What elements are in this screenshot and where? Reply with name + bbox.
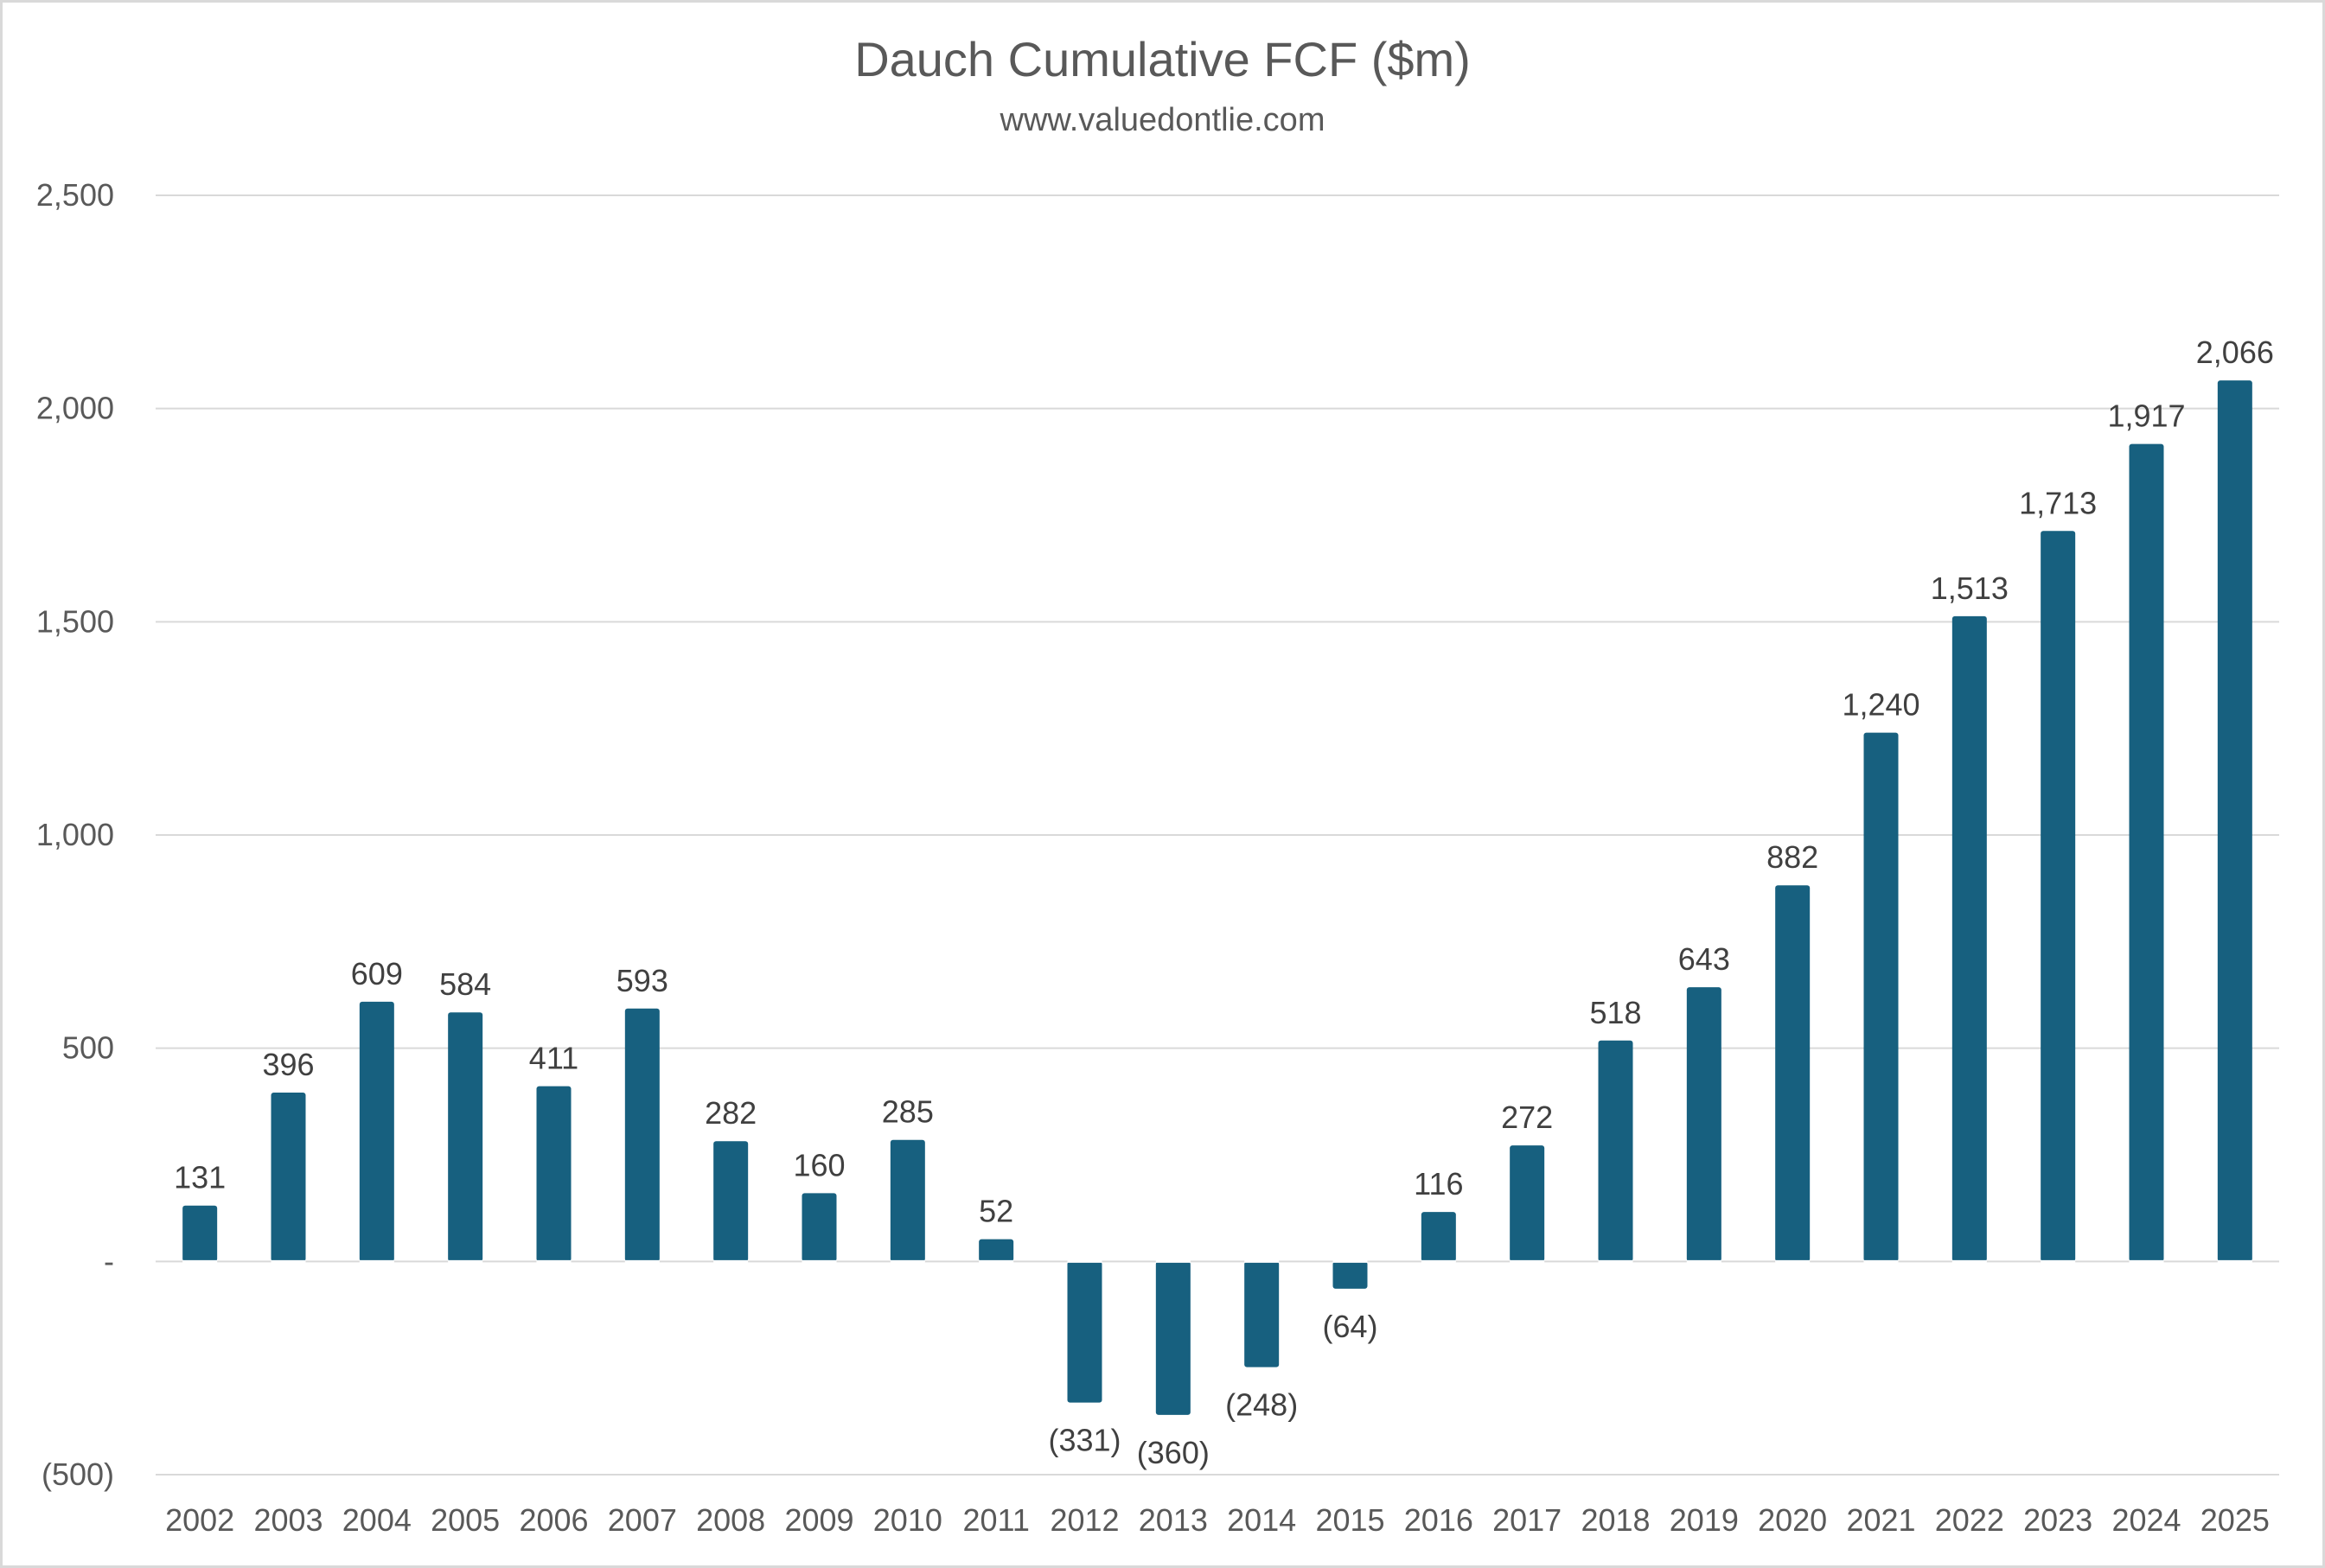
x-tick-label: 2006 bbox=[519, 1502, 588, 1538]
x-tick-label: 2016 bbox=[1404, 1502, 1473, 1538]
x-tick-label: 2023 bbox=[2023, 1502, 2092, 1538]
data-label: 584 bbox=[439, 966, 491, 1002]
bar bbox=[2041, 531, 2076, 1262]
x-tick-label: 2009 bbox=[784, 1502, 853, 1538]
bar bbox=[2217, 380, 2252, 1262]
bar bbox=[1067, 1261, 1102, 1403]
bar bbox=[182, 1205, 218, 1262]
data-label: 52 bbox=[979, 1194, 1013, 1229]
bar bbox=[890, 1139, 925, 1262]
chart-subtitle: www.valuedontlie.com bbox=[1000, 102, 1325, 138]
x-tick-label: 2020 bbox=[1758, 1502, 1827, 1538]
x-tick-label: 2018 bbox=[1581, 1502, 1650, 1538]
bar bbox=[359, 1001, 394, 1262]
x-tick-label: 2012 bbox=[1050, 1502, 1119, 1538]
x-tick-label: 2008 bbox=[696, 1502, 765, 1538]
data-label: (331) bbox=[1048, 1423, 1121, 1458]
x-tick-label: 2004 bbox=[342, 1502, 412, 1538]
x-tick-label: 2002 bbox=[165, 1502, 234, 1538]
data-label: (248) bbox=[1225, 1387, 1298, 1423]
bar bbox=[1951, 615, 1987, 1262]
bar-series bbox=[182, 380, 2252, 1415]
x-tick-label: 2025 bbox=[2200, 1502, 2270, 1538]
data-label: 116 bbox=[1414, 1166, 1463, 1201]
bar bbox=[1863, 732, 1899, 1262]
bar bbox=[2129, 443, 2164, 1262]
x-tick-label: 2005 bbox=[431, 1502, 500, 1538]
y-axis-tick-labels: (500) - 500 1,000 1,500 2,000 2,500 bbox=[36, 177, 114, 1492]
x-tick-label: 2019 bbox=[1670, 1502, 1739, 1538]
data-labels: 131 396 609 584 411 593 282 160 285 52 (331) (360) (… bbox=[174, 335, 2274, 1470]
data-label: 643 bbox=[1678, 941, 1730, 977]
y-tick-label: 2,500 bbox=[36, 177, 114, 213]
bar bbox=[271, 1092, 306, 1262]
data-label: 882 bbox=[1766, 839, 1818, 875]
chart-title: Dauch Cumulative FCF ($m) bbox=[854, 32, 1471, 86]
data-label: 285 bbox=[882, 1094, 934, 1130]
x-tick-label: 2021 bbox=[1846, 1502, 1915, 1538]
data-label: 1,917 bbox=[2107, 398, 2185, 434]
y-tick-label: 2,000 bbox=[36, 391, 114, 426]
x-tick-label: 2014 bbox=[1227, 1502, 1296, 1538]
x-tick-label: 2010 bbox=[873, 1502, 942, 1538]
data-label: 272 bbox=[1501, 1100, 1553, 1135]
data-label: 593 bbox=[616, 963, 668, 998]
data-label: (360) bbox=[1137, 1435, 1210, 1470]
x-tick-label: 2003 bbox=[253, 1502, 323, 1538]
x-tick-label: 2024 bbox=[2111, 1502, 2181, 1538]
bar bbox=[1421, 1212, 1456, 1262]
bar bbox=[448, 1012, 483, 1262]
data-label: 282 bbox=[705, 1095, 757, 1131]
bar bbox=[536, 1086, 572, 1262]
y-tick-label: 500 bbox=[62, 1030, 114, 1066]
data-label: 1,240 bbox=[1842, 687, 1919, 723]
data-label: 609 bbox=[351, 956, 403, 991]
data-label: 160 bbox=[793, 1147, 845, 1182]
x-tick-label: 2013 bbox=[1139, 1502, 1208, 1538]
x-axis-tick-labels: 2002 2003 2004 2005 2006 2007 2008 2009 2010 2011… bbox=[165, 1502, 2270, 1538]
bar bbox=[1244, 1261, 1280, 1367]
data-label: 411 bbox=[529, 1041, 578, 1076]
data-label: (64) bbox=[1322, 1309, 1377, 1344]
data-label: 2,066 bbox=[2196, 335, 2274, 370]
data-label: 1,713 bbox=[2019, 485, 2097, 520]
bar bbox=[802, 1193, 837, 1262]
data-label: 1,513 bbox=[1931, 570, 2009, 606]
y-tick-label: 1,500 bbox=[36, 603, 114, 639]
bar bbox=[1332, 1261, 1368, 1289]
x-tick-label: 2011 bbox=[962, 1502, 1029, 1538]
bar bbox=[979, 1239, 1014, 1262]
data-label: 518 bbox=[1589, 995, 1641, 1030]
data-label: 396 bbox=[262, 1047, 314, 1082]
gridlines bbox=[156, 194, 2279, 1476]
bar bbox=[1510, 1145, 1545, 1262]
x-tick-label: 2017 bbox=[1492, 1502, 1562, 1538]
x-tick-label: 2015 bbox=[1315, 1502, 1384, 1538]
x-tick-label: 2022 bbox=[1935, 1502, 2004, 1538]
x-tick-label: 2007 bbox=[608, 1502, 677, 1538]
bar bbox=[1686, 987, 1721, 1262]
bar bbox=[713, 1141, 749, 1262]
y-tick-label: - bbox=[104, 1243, 114, 1278]
bar bbox=[1598, 1040, 1633, 1262]
y-tick-label: (500) bbox=[42, 1456, 114, 1492]
y-tick-label: 1,000 bbox=[36, 817, 114, 852]
bar bbox=[1155, 1261, 1191, 1415]
data-label: 131 bbox=[174, 1160, 226, 1195]
bar bbox=[624, 1008, 660, 1262]
bar bbox=[1775, 885, 1811, 1262]
